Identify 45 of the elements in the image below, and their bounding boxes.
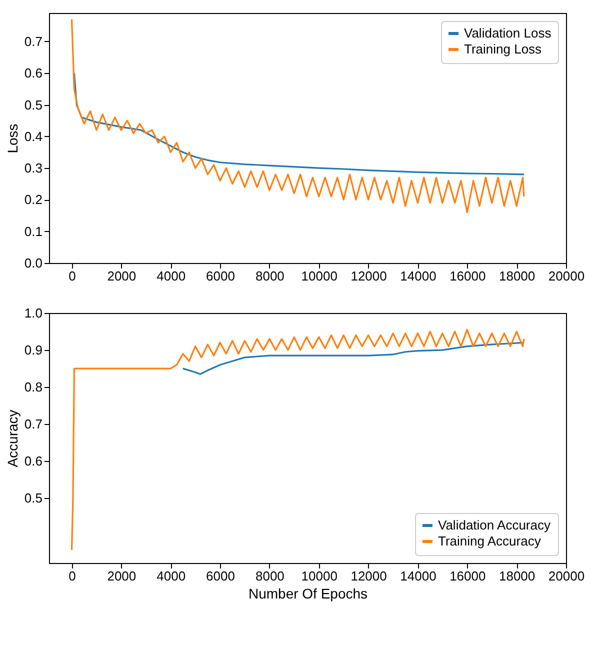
x-tick-label: 16000 — [450, 268, 486, 284]
x-tick-label: 8000 — [255, 568, 284, 584]
legend-label: Validation Accuracy — [438, 518, 551, 532]
x-tick-label: 10000 — [301, 568, 338, 584]
y-tick-label: 0.0 — [24, 256, 42, 270]
y-tick-label: 0.7 — [24, 416, 42, 432]
line-series — [73, 72, 525, 176]
x-tick-label: 8000 — [255, 268, 284, 284]
y-tick-label: 0.6 — [24, 454, 42, 469]
x-tick-label: 4000 — [156, 268, 186, 284]
y-tick-label: 0.3 — [24, 160, 42, 176]
y-axis-title: Accuracy — [4, 410, 20, 468]
x-tick-label: 14000 — [400, 568, 436, 584]
y-tick-label: 0.8 — [24, 380, 42, 395]
x-tick-label: 12000 — [350, 268, 387, 284]
line-series — [182, 342, 525, 375]
y-tick-label: 0.6 — [24, 66, 42, 81]
y-tick-label: 0.2 — [24, 192, 42, 208]
y-tick-label: 0.4 — [24, 128, 42, 144]
x-tick-label: 12000 — [350, 568, 387, 584]
x-tick-label: 18000 — [498, 568, 536, 584]
legend-label: Training Loss — [464, 42, 542, 56]
y-tick-label: 0.5 — [24, 97, 42, 112]
x-tick-label: 16000 — [450, 568, 486, 584]
x-tick-label: 2000 — [107, 268, 136, 284]
y-tick-label: 0.1 — [24, 224, 42, 239]
y-tick-label: 0.7 — [24, 34, 42, 49]
legend-label: Training Accuracy — [438, 534, 542, 548]
x-tick-label: 2000 — [107, 568, 136, 584]
x-tick-label: 10000 — [301, 268, 338, 284]
x-tick-label: 20000 — [548, 568, 585, 584]
y-tick-label: 0.9 — [24, 342, 42, 358]
y-tick-label: 0.5 — [24, 490, 42, 506]
legend-label: Validation Loss — [464, 26, 552, 40]
x-axis-title: Number Of Epochs — [248, 586, 368, 602]
x-tick-label: 20000 — [548, 268, 585, 284]
x-tick-label: 4000 — [156, 568, 186, 584]
x-tick-label: 6000 — [206, 268, 235, 284]
x-tick-label: 18000 — [498, 268, 536, 284]
x-tick-label: 0 — [68, 268, 76, 284]
x-tick-label: 6000 — [206, 568, 235, 584]
x-tick-label: 14000 — [400, 268, 436, 284]
y-tick-label: 1.0 — [24, 306, 42, 320]
y-axis-title: Loss — [4, 124, 20, 154]
x-tick-label: 0 — [68, 568, 76, 584]
